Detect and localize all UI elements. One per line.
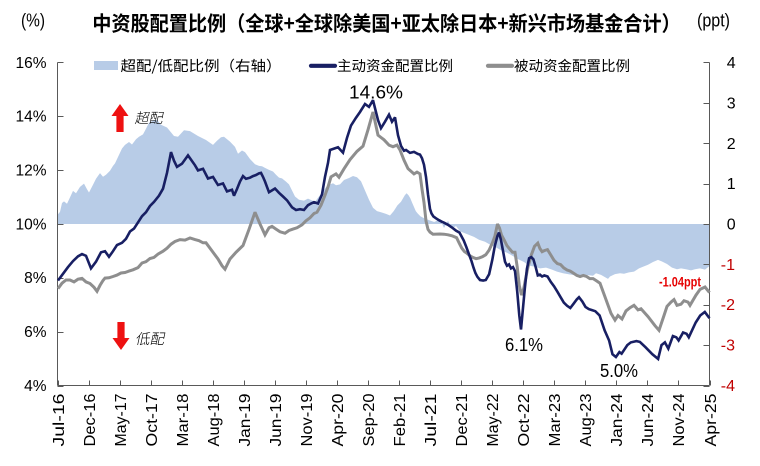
svg-text:14%: 14% [15, 109, 46, 126]
svg-text:Jul-21: Jul-21 [423, 394, 440, 447]
svg-text:Dec-21: Dec-21 [454, 394, 471, 447]
svg-text:6%: 6% [24, 324, 47, 341]
svg-text:(ppt): (ppt) [697, 11, 730, 31]
svg-text:Dec-16: Dec-16 [82, 394, 99, 447]
svg-text:Jan-19: Jan-19 [237, 394, 254, 447]
svg-text:-1: -1 [721, 257, 735, 274]
svg-text:1: 1 [727, 176, 736, 193]
svg-text:Jun-19: Jun-19 [268, 394, 285, 447]
svg-text:16%: 16% [15, 55, 46, 72]
svg-text:3: 3 [727, 95, 736, 112]
svg-text:Apr-20: Apr-20 [330, 393, 347, 446]
svg-text:2: 2 [727, 136, 736, 153]
svg-text:-1.04ppt: -1.04ppt [659, 275, 701, 290]
svg-text:Jan-24: Jan-24 [609, 393, 626, 446]
svg-text:Oct-22: Oct-22 [516, 394, 533, 447]
svg-text:Apr-25: Apr-25 [703, 394, 720, 447]
svg-text:4%: 4% [24, 378, 47, 395]
svg-text:Nov-24: Nov-24 [671, 393, 688, 446]
svg-text:Feb-21: Feb-21 [392, 394, 409, 447]
svg-text:Jun-24: Jun-24 [640, 393, 657, 446]
svg-text:(%): (%) [21, 11, 45, 31]
svg-text:Nov-19: Nov-19 [299, 394, 316, 447]
svg-text:Aug-23: Aug-23 [578, 394, 595, 447]
svg-text:12%: 12% [15, 163, 46, 180]
svg-text:May-22: May-22 [485, 394, 502, 447]
svg-text:Mar-18: Mar-18 [175, 394, 192, 447]
svg-text:8%: 8% [24, 270, 47, 287]
svg-text:0: 0 [727, 217, 736, 234]
svg-text:4: 4 [727, 55, 736, 72]
svg-text:5.0%: 5.0% [600, 361, 638, 381]
svg-text:Sep-20: Sep-20 [361, 393, 378, 446]
svg-text:-3: -3 [721, 338, 735, 355]
svg-text:6.1%: 6.1% [505, 335, 543, 355]
svg-text:May-17: May-17 [113, 394, 130, 447]
svg-text:-2: -2 [721, 297, 735, 314]
svg-text:Oct-17: Oct-17 [144, 394, 161, 447]
svg-text:-4: -4 [721, 378, 735, 395]
svg-text:14.6%: 14.6% [349, 83, 403, 103]
svg-text:Aug-18: Aug-18 [206, 394, 223, 447]
svg-text:10%: 10% [15, 216, 46, 233]
svg-text:Mar-23: Mar-23 [547, 394, 564, 447]
svg-text:Jul-16: Jul-16 [51, 394, 68, 447]
